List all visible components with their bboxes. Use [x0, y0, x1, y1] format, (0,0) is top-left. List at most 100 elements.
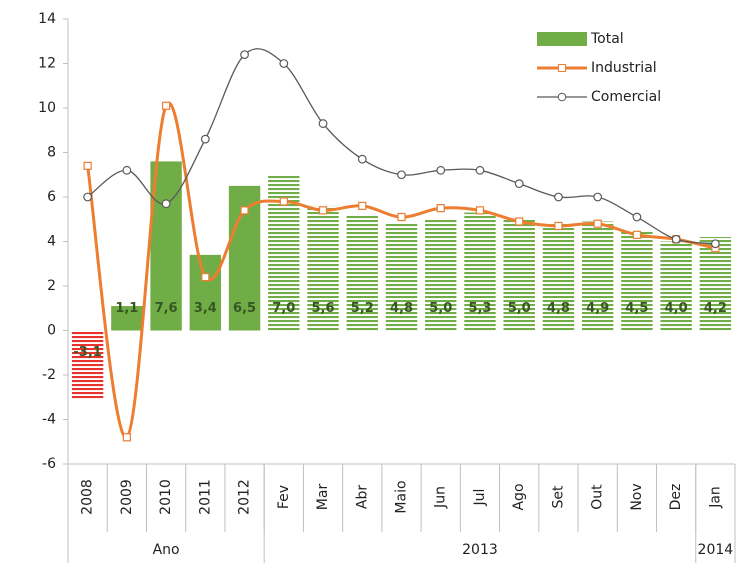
- legend-marker: [557, 92, 567, 102]
- marker: [279, 59, 289, 68]
- group-label: 2013: [462, 542, 498, 558]
- data-label: 5,3: [468, 301, 491, 316]
- bar: [346, 214, 378, 331]
- group-label: Ano: [153, 542, 180, 558]
- x-tick-label: 2012: [237, 479, 253, 515]
- data-label: 1,1: [115, 301, 138, 316]
- y-tick-label: 4: [47, 234, 56, 250]
- bar: [425, 219, 457, 331]
- x-tick-label: Ago: [511, 483, 527, 510]
- marker: [201, 273, 210, 282]
- marker: [161, 199, 171, 209]
- x-tick-label: Set: [550, 485, 566, 509]
- data-label: 5,6: [312, 301, 335, 316]
- legend-swatch: [537, 32, 587, 46]
- marker: [357, 154, 367, 164]
- data-label: 7,0: [272, 301, 295, 316]
- bar: [699, 237, 732, 331]
- marker: [279, 197, 288, 206]
- marker: [632, 230, 642, 239]
- x-tick-label: 2010: [158, 479, 174, 515]
- x-tick-label: Jan: [707, 486, 723, 509]
- marker: [436, 204, 445, 213]
- x-tick-label: Maio: [394, 480, 410, 513]
- x-tick-label: Jul: [472, 489, 488, 507]
- marker: [554, 221, 563, 231]
- marker: [671, 234, 681, 244]
- data-label: 5,2: [351, 301, 374, 316]
- marker: [710, 239, 720, 249]
- bar: [385, 223, 418, 331]
- marker: [240, 50, 249, 59]
- marker: [515, 217, 524, 226]
- y-tick-label: 2: [47, 278, 56, 294]
- bar: [621, 230, 653, 331]
- data-label: 4,2: [704, 301, 727, 316]
- marker: [554, 192, 563, 202]
- data-label: 4,8: [390, 301, 413, 316]
- data-label: 4,9: [586, 301, 609, 316]
- marker: [358, 201, 367, 210]
- x-tick-label: Jun: [433, 486, 449, 509]
- x-tick-label: Out: [590, 484, 606, 510]
- group-label: 2014: [698, 542, 734, 558]
- marker: [593, 192, 603, 202]
- x-tick-label: Dez: [668, 484, 684, 511]
- bar: [542, 223, 575, 331]
- marker: [397, 212, 406, 222]
- y-tick-label: 10: [38, 100, 56, 116]
- legend-marker: [558, 64, 566, 72]
- data-label: 4,8: [547, 301, 570, 316]
- y-tick-label: -2: [42, 367, 56, 383]
- data-label: 5,0: [508, 301, 531, 316]
- data-label: 5,0: [429, 301, 452, 316]
- x-tick-label: 2009: [119, 479, 135, 515]
- line: [87, 48, 716, 245]
- marker: [632, 212, 642, 222]
- marker: [475, 206, 485, 215]
- marker: [593, 219, 602, 228]
- x-tick-label: Fev: [276, 485, 292, 509]
- marker: [161, 101, 171, 110]
- y-tick-label: 14: [38, 11, 56, 27]
- marker: [436, 165, 446, 175]
- bar: [503, 219, 535, 331]
- x-tick-label: 2011: [197, 479, 213, 515]
- bar: [71, 330, 104, 400]
- marker: [240, 206, 249, 215]
- marker: [318, 206, 328, 215]
- marker: [83, 161, 92, 170]
- marker: [318, 119, 328, 128]
- y-tick-label: -6: [42, 456, 56, 472]
- legend-label: Comercial: [591, 89, 661, 105]
- data-label: 3,4: [194, 301, 217, 316]
- bar: [307, 205, 339, 331]
- data-label: 4,5: [625, 301, 648, 316]
- legend-label: Total: [590, 31, 624, 47]
- bar: [189, 254, 222, 331]
- marker: [122, 165, 132, 175]
- y-tick-label: 6: [47, 189, 56, 205]
- bar: [660, 241, 692, 331]
- x-tick-label: Mar: [315, 484, 331, 511]
- x-tick-label: Abr: [354, 485, 370, 509]
- x-tick-label: 2008: [80, 479, 96, 515]
- marker: [397, 170, 406, 180]
- data-label: 4,0: [665, 301, 688, 316]
- marker: [122, 433, 131, 442]
- bar: [581, 221, 614, 331]
- legend-label: Industrial: [591, 60, 657, 76]
- data-label: -3,1: [73, 345, 101, 360]
- marker: [83, 192, 93, 202]
- x-tick-label: Nov: [629, 483, 645, 510]
- y-tick-label: 0: [47, 323, 56, 339]
- y-tick-label: 8: [47, 145, 56, 161]
- y-tick-label: -4: [42, 412, 56, 428]
- bar: [464, 212, 496, 331]
- bar: [111, 306, 143, 331]
- marker: [475, 165, 485, 175]
- data-label: 6,5: [233, 301, 256, 316]
- y-tick-label: 12: [38, 56, 56, 72]
- marker: [200, 134, 210, 144]
